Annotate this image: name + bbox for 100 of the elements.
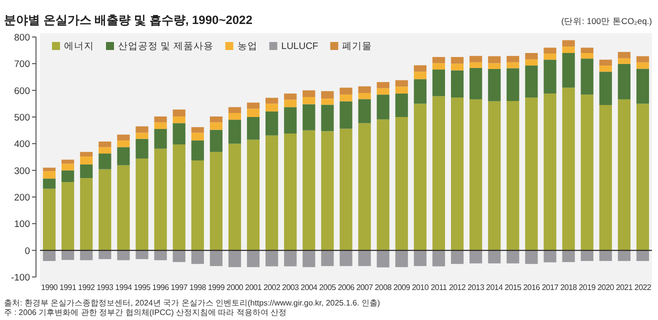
bar	[636, 104, 650, 250]
bar	[544, 60, 556, 94]
x-tick-label: 2012	[448, 283, 466, 292]
bar	[432, 250, 446, 266]
bar	[321, 131, 334, 250]
bar	[358, 250, 371, 266]
bar	[599, 250, 612, 261]
bar	[266, 250, 278, 266]
bar	[580, 58, 594, 95]
bar	[266, 111, 278, 136]
x-tick-label: 2002	[264, 283, 281, 292]
bar	[544, 94, 556, 250]
y-tick-label: 0	[24, 246, 30, 257]
x-tick-label: 2006	[338, 283, 356, 292]
legend-label: 폐기물	[342, 41, 372, 52]
bar	[42, 188, 56, 250]
bar	[358, 99, 371, 124]
bar	[62, 164, 74, 170]
bar	[284, 107, 297, 134]
bar	[136, 126, 148, 133]
legend-label: 산업공정 및 제품사용	[118, 41, 214, 52]
bar	[266, 104, 278, 112]
bar	[172, 123, 186, 144]
bar	[136, 132, 148, 139]
bar	[172, 250, 186, 262]
bar	[580, 250, 594, 261]
bar	[432, 70, 446, 96]
x-tick-label: 1990	[40, 283, 58, 292]
bar	[172, 116, 186, 124]
bar	[376, 94, 390, 120]
x-tick-label: 1991	[60, 283, 77, 292]
x-tick-label: 2014	[486, 283, 504, 292]
bar	[376, 119, 390, 250]
x-tick-label: 1994	[115, 283, 133, 292]
bar	[599, 72, 612, 105]
bar	[98, 142, 112, 148]
bar	[117, 140, 130, 148]
y-tick-label: 100	[14, 219, 30, 230]
x-tick-label: 2013	[468, 283, 485, 292]
x-tick-label: 2001	[244, 283, 262, 292]
bar	[98, 169, 112, 250]
bar	[525, 250, 538, 264]
bar	[80, 178, 93, 250]
x-tick-label: 1999	[208, 283, 226, 292]
bar	[470, 68, 482, 100]
chart-title: 분야별 온실가스 배출량 및 흡수량, 1990~2022	[4, 13, 253, 27]
bar	[506, 250, 520, 264]
bar	[228, 120, 242, 144]
bar	[506, 101, 520, 250]
x-tick-label: 2020	[597, 283, 615, 292]
x-tick-label: 2022	[634, 283, 652, 292]
x-tick-label: 2018	[560, 283, 578, 292]
y-tick-label: 700	[14, 59, 30, 70]
bar	[191, 160, 204, 250]
bar	[117, 250, 130, 260]
bar	[450, 98, 464, 250]
x-tick-label: 1996	[152, 283, 170, 292]
bar	[246, 140, 260, 250]
bar	[340, 101, 352, 129]
bar	[98, 147, 112, 154]
bar	[395, 94, 408, 117]
x-tick-label: 2021	[616, 283, 634, 292]
bar	[636, 56, 650, 62]
bar	[136, 158, 148, 250]
bar	[191, 127, 204, 133]
bar	[302, 104, 316, 130]
bar	[450, 70, 464, 98]
bar	[210, 116, 222, 122]
y-tick-label: 500	[14, 112, 30, 124]
y-tick-label: -100	[10, 272, 30, 284]
bar	[246, 250, 260, 268]
bar	[321, 250, 334, 266]
bar	[228, 107, 242, 113]
bar	[395, 86, 408, 94]
bar	[340, 128, 352, 250]
bar	[62, 160, 74, 164]
bar	[284, 100, 297, 108]
bar	[432, 63, 446, 70]
bar	[470, 62, 482, 68]
bar	[80, 164, 93, 178]
bar	[470, 99, 482, 250]
bar	[470, 250, 482, 264]
bar	[154, 250, 167, 260]
bar	[376, 88, 390, 95]
bar	[395, 117, 408, 250]
bar	[450, 250, 464, 264]
bar	[191, 250, 204, 264]
bar	[636, 250, 650, 261]
bar	[266, 98, 278, 104]
x-tick-label: 1993	[96, 283, 114, 292]
bar	[191, 140, 204, 160]
bar	[42, 178, 56, 189]
bar	[414, 79, 426, 104]
bar	[210, 250, 222, 266]
y-tick-label: 600	[14, 86, 30, 97]
bar	[525, 66, 538, 98]
y-tick-label: 400	[14, 139, 30, 150]
bar	[525, 98, 538, 250]
source-note: 출처: 환경부 온실가스종합정보센터, 2024년 국가 온실가스 인벤토리(https://www.gir.go.kr, 2025.1.6. 인출)	[4, 298, 380, 308]
bar	[525, 53, 538, 60]
